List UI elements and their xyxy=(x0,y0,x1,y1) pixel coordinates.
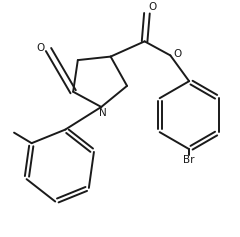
Text: O: O xyxy=(173,49,181,59)
Text: O: O xyxy=(148,2,156,12)
Text: N: N xyxy=(99,108,106,118)
Text: Br: Br xyxy=(183,155,195,165)
Text: O: O xyxy=(37,43,45,53)
